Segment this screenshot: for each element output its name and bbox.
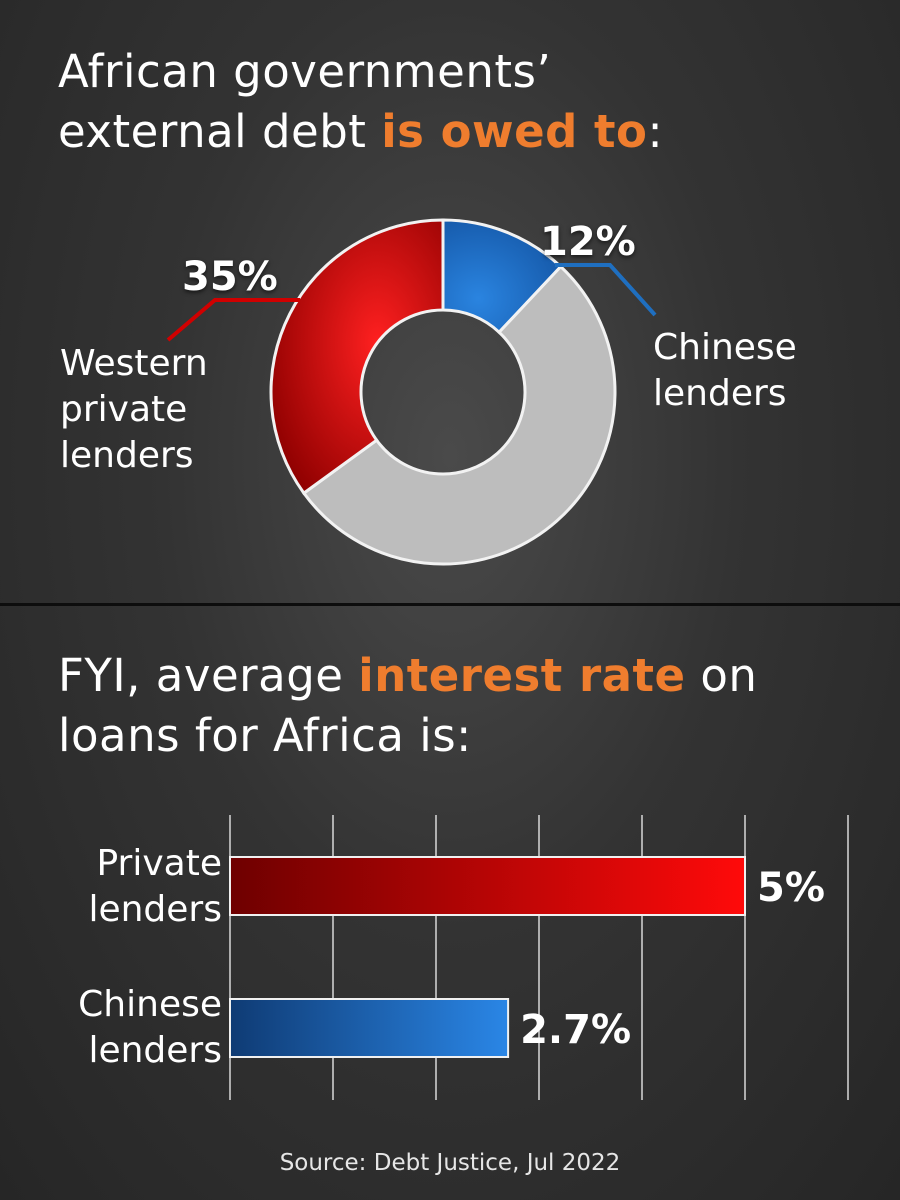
chinese-lenders-label: Chinese lenders — [653, 325, 797, 417]
debt-title-colon: : — [647, 105, 664, 158]
chinese-lenders-category: Chinese lenders — [78, 982, 222, 1074]
private-rate-label: 5% — [757, 865, 825, 911]
western-share-value: 35% — [182, 254, 278, 300]
interest-title-line2: loans for Africa is: — [58, 709, 472, 762]
chinese-leader-line — [555, 263, 657, 317]
interest-title-highlight: interest rate — [358, 649, 686, 702]
chinese-cat-line2: lenders — [88, 1030, 222, 1071]
interest-title-post: on — [685, 649, 758, 702]
western-lenders-label: Western private lenders — [60, 341, 208, 479]
section-divider — [0, 603, 900, 606]
chinese-share-value: 12% — [540, 219, 636, 265]
donut-slice-other — [301, 264, 617, 566]
donut-slice-western — [269, 218, 445, 496]
debt-title-line1: African governments’ — [58, 45, 552, 98]
private-lenders-bar — [229, 856, 746, 916]
chinese-label-line2: lenders — [653, 373, 787, 414]
chinese-cat-line1: Chinese — [78, 984, 222, 1025]
chinese-label-line1: Chinese — [653, 327, 797, 368]
interest-title-pre: FYI, average — [58, 649, 359, 702]
western-leader-line — [166, 298, 300, 342]
debt-title-line2: external debt — [58, 105, 382, 158]
interest-title: FYI, average interest rate on loans for … — [58, 646, 757, 766]
western-label-line3: lenders — [60, 435, 194, 476]
western-label-line1: Western — [60, 343, 208, 384]
private-lenders-category: Private lenders — [88, 841, 222, 933]
source-note: Source: Debt Justice, Jul 2022 — [279, 1150, 621, 1176]
private-cat-line2: lenders — [88, 889, 222, 930]
western-label-line2: private — [60, 389, 188, 430]
chinese-rate-label: 2.7% — [520, 1007, 631, 1053]
chinese-lenders-bar — [229, 998, 510, 1058]
private-cat-line1: Private — [96, 843, 222, 884]
donut-chart — [166, 218, 657, 566]
debt-title: African governments’ external debt is ow… — [58, 42, 663, 162]
debt-title-highlight: is owed to — [381, 105, 648, 158]
